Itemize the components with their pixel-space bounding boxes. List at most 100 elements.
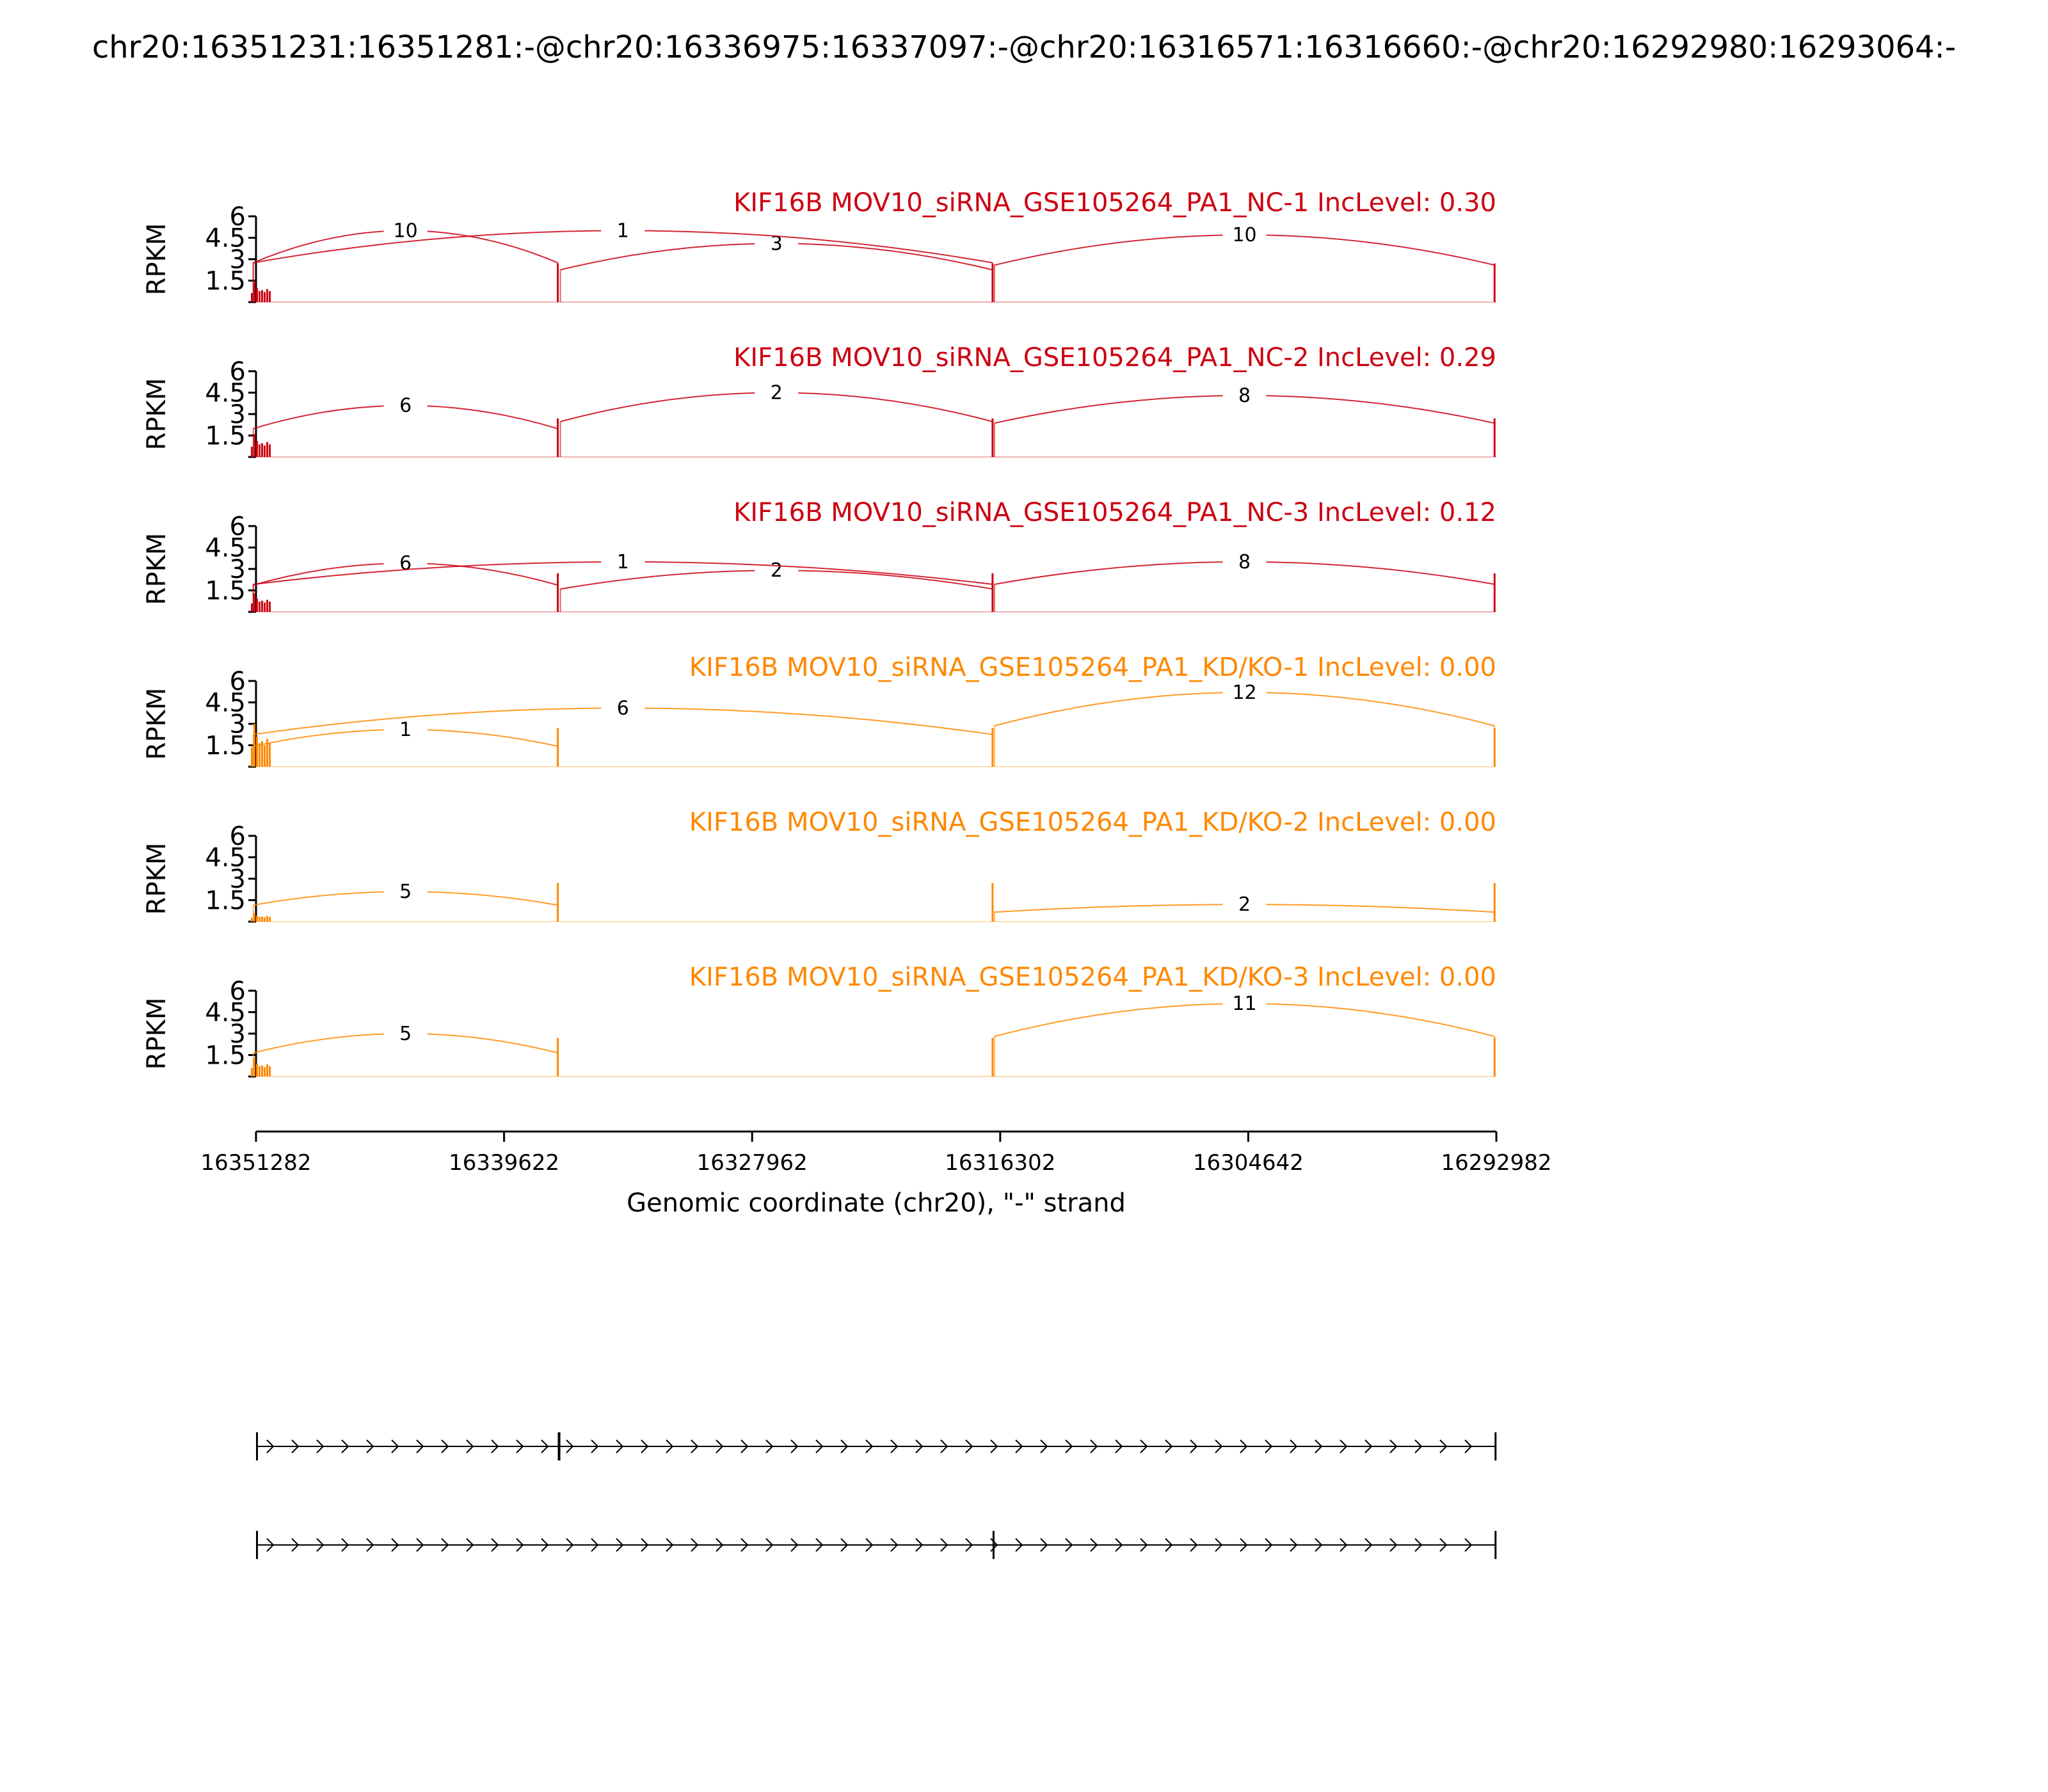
strand-arrow — [1190, 1439, 1198, 1453]
coverage-bar — [266, 1064, 269, 1076]
y-tick-label: 4.5 — [205, 379, 246, 408]
strand-arrow — [940, 1439, 948, 1453]
strand-arrow — [291, 1439, 300, 1453]
coverage-bar — [253, 724, 256, 767]
junction-count-label: 12 — [1232, 682, 1256, 704]
coverage-bar — [256, 598, 259, 612]
coverage-bar — [261, 290, 264, 302]
strand-arrow — [641, 1439, 649, 1453]
strand-arrow — [516, 1538, 524, 1552]
junction-count-label: 1 — [399, 719, 412, 741]
y-tick-label: 1.5 — [205, 1041, 246, 1071]
x-tick-label: 16327962 — [697, 1150, 808, 1176]
coverage-bar — [251, 747, 253, 767]
strand-arrow — [1090, 1439, 1098, 1453]
strand-arrow — [940, 1538, 948, 1552]
strand-arrow — [740, 1538, 749, 1552]
strand-arrow — [1015, 1538, 1023, 1552]
coverage-bar — [259, 444, 261, 457]
coverage-bar — [256, 440, 259, 457]
strand-arrow — [765, 1439, 774, 1453]
strand-arrow — [566, 1538, 574, 1552]
strand-arrow — [616, 1538, 624, 1552]
y-tick-label: 1.5 — [205, 267, 246, 296]
coverage-bar — [266, 916, 269, 922]
isoform-track-2 — [256, 1531, 1497, 1559]
y-axis-label: RPKM — [142, 223, 172, 296]
junction-count-label: 6 — [617, 697, 629, 719]
coverage-bar — [269, 916, 271, 922]
junction-count-label: 2 — [1238, 893, 1251, 916]
strand-arrow — [915, 1439, 924, 1453]
strand-arrow — [541, 1538, 549, 1552]
y-tick-label: 3 — [230, 245, 246, 275]
strand-arrow — [1165, 1538, 1173, 1552]
strand-arrow — [291, 1538, 300, 1552]
strand-arrow — [466, 1439, 474, 1453]
coverage-bar — [251, 603, 253, 612]
strand-arrow — [591, 1538, 599, 1552]
strand-arrow — [416, 1439, 424, 1453]
strand-arrow — [1414, 1538, 1423, 1552]
strand-arrow — [516, 1439, 524, 1453]
junction-label-bg — [755, 229, 799, 253]
coverage-bar — [269, 602, 271, 612]
track-label: KIF16B MOV10_siRNA_GSE105264_PA1_KD/KO-2… — [689, 808, 1496, 837]
strand-arrow — [666, 1439, 674, 1453]
isoform-track-1 — [256, 1432, 1497, 1460]
strand-arrow — [391, 1439, 399, 1453]
coverage-bar — [251, 917, 253, 922]
coverage-bar — [264, 745, 266, 767]
y-tick-label: 4.5 — [205, 998, 246, 1028]
track-label: KIF16B MOV10_siRNA_GSE105264_PA1_KD/KO-3… — [689, 963, 1496, 992]
strand-arrow — [591, 1439, 599, 1453]
junction-count-label: 10 — [1232, 224, 1256, 246]
coverage-bar — [251, 292, 253, 302]
strand-arrow — [341, 1439, 349, 1453]
coverage-bar — [256, 915, 259, 922]
coverage-bar — [264, 292, 266, 302]
coverage-bar — [253, 434, 256, 457]
strand-arrow — [716, 1439, 724, 1453]
junction-label-bg — [601, 216, 645, 240]
strand-arrow — [1364, 1439, 1373, 1453]
strand-arrow — [616, 1439, 624, 1453]
coverage-bar — [264, 1067, 266, 1076]
junction-label-bg — [383, 391, 428, 415]
junction-label-bg — [383, 877, 428, 901]
strand-arrow — [466, 1538, 474, 1552]
strand-arrow — [316, 1439, 324, 1453]
isoform-models — [256, 1432, 1497, 1559]
y-tick-label: 3 — [230, 555, 246, 584]
strand-arrow — [1065, 1439, 1073, 1453]
strand-arrow — [1290, 1439, 1298, 1453]
strand-arrow — [865, 1538, 874, 1552]
strand-arrow — [965, 1538, 973, 1552]
strand-arrow — [1140, 1439, 1148, 1453]
y-tick-label: 3 — [230, 400, 246, 429]
junction-label-bg — [1222, 381, 1267, 404]
coverage-bar — [261, 1065, 264, 1076]
strand-arrow — [790, 1538, 799, 1552]
track-5: 1.534.56 RPKM 5 2 KIF16B MOV10_siRNA_GSE1052… — [142, 808, 1496, 923]
x-tick-label: 16316302 — [945, 1150, 1055, 1176]
strand-arrow — [915, 1538, 924, 1552]
junction-label-bg — [1222, 890, 1267, 914]
coverage-bar — [259, 1066, 261, 1076]
strand-arrow — [691, 1439, 699, 1453]
junction-count-label: 1 — [617, 551, 629, 573]
junction-label-bg — [601, 694, 645, 717]
coverage-bar — [259, 291, 261, 302]
y-tick-label: 4.5 — [205, 224, 246, 253]
strand-arrow — [1439, 1439, 1448, 1453]
strand-arrow — [1115, 1439, 1123, 1453]
coverage-bar — [266, 289, 269, 302]
y-axis-label: RPKM — [142, 688, 172, 760]
coverage-bar — [264, 445, 266, 457]
y-tick-label: 3 — [230, 865, 246, 894]
junction-count-label: 6 — [399, 552, 412, 575]
junction-label-bg — [755, 556, 799, 580]
strand-arrow — [890, 1538, 899, 1552]
